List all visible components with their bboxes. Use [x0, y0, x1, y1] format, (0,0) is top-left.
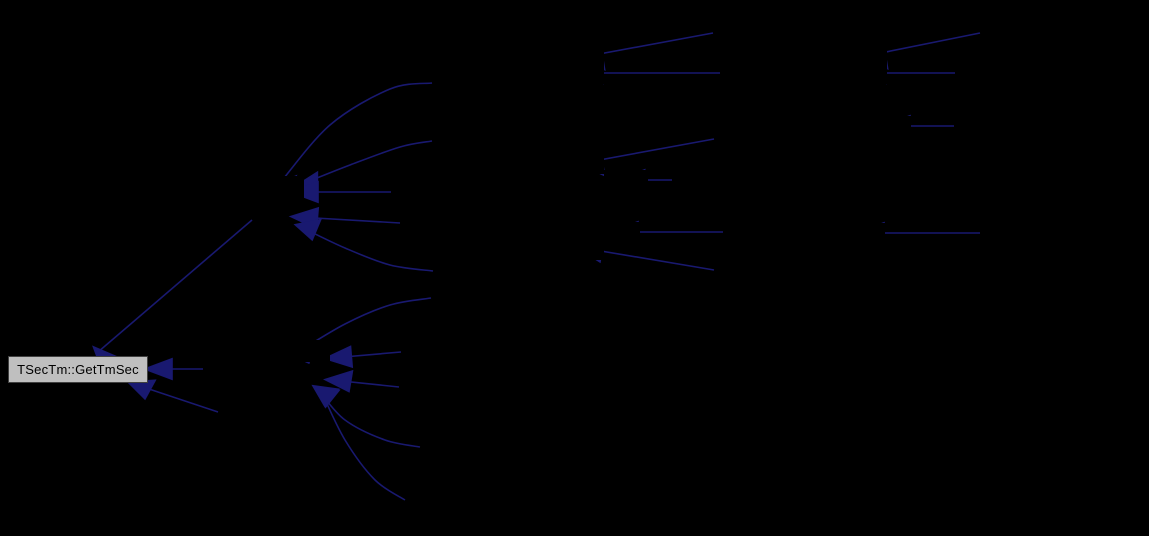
graph-edge-e8: [302, 227, 434, 272]
graph-edge-e19: [582, 247, 715, 271]
graph-node-label: TSecTm::GetTmSec: [17, 362, 139, 377]
graph-node-n2[interactable]: [278, 340, 330, 362]
graph-node-n4[interactable]: [560, 62, 604, 84]
graph-edge-arrowhead-e8: [293, 218, 322, 242]
graph-node-tsectm-gettmsec[interactable]: TSecTm::GetTmSec: [8, 356, 148, 383]
graph-node-n12[interactable]: [841, 223, 885, 245]
graph-edge-e13: [321, 392, 406, 501]
graph-edge-arrowhead-e3: [126, 379, 157, 401]
graph-edge-e1: [97, 219, 253, 353]
graph-node-n8[interactable]: [560, 238, 604, 260]
graph-node-n5[interactable]: [560, 152, 604, 174]
graph-edge-e16: [582, 138, 715, 164]
graph-edge-arrowhead-e11: [323, 369, 354, 393]
graph-node-n7[interactable]: [596, 222, 640, 244]
graph-node-n11[interactable]: [867, 116, 911, 138]
graph-node-n10[interactable]: [843, 62, 887, 84]
graph-edge-e12: [319, 391, 421, 448]
graph-node-n6[interactable]: [604, 170, 648, 192]
graph-edge-e5: [301, 140, 433, 185]
graph-edge-e14: [582, 32, 714, 58]
graph-edge-arrowhead-e10: [322, 345, 354, 369]
graph-edge-e4: [279, 82, 433, 184]
graph-node-n1[interactable]: [252, 176, 304, 198]
graph-edge-arrowhead-e2: [142, 357, 173, 381]
graph-edge-e9: [297, 297, 432, 353]
graph-edge-arrowhead-e13: [314, 385, 341, 409]
